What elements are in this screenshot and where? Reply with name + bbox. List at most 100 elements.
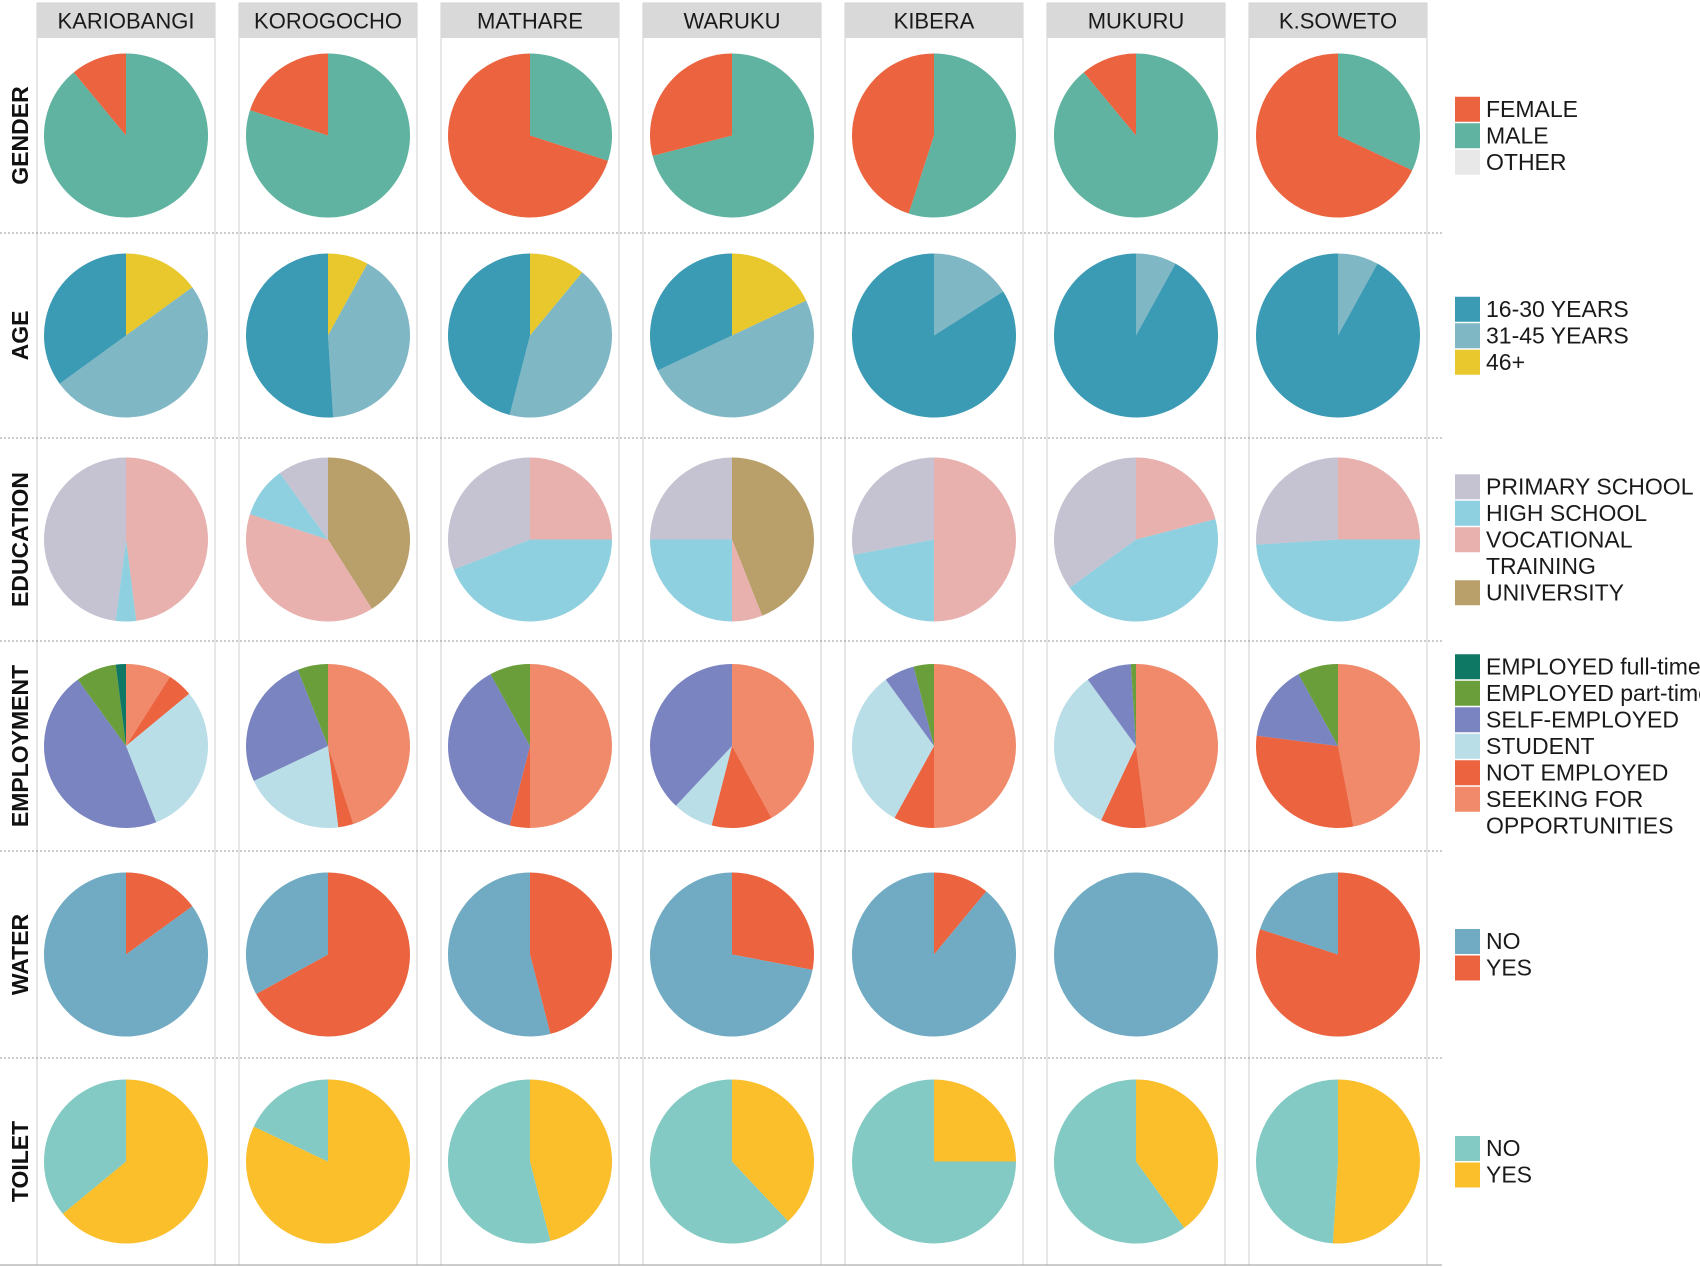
- pie-age-waruku: [650, 253, 814, 418]
- pie-slice-employment-kibera-student: [851, 679, 934, 818]
- pie-age-k-soweto: [1255, 253, 1420, 418]
- pie-gender-kariobangi: [43, 53, 208, 218]
- pie-slice-education-k-soweto-primary-school: [1256, 457, 1338, 545]
- pie-slice-age-k-soweto-16-30-years: [1255, 253, 1420, 418]
- pie-toilet-kariobangi: [43, 1079, 208, 1244]
- pie-toilet-korogocho: [245, 1079, 410, 1244]
- pie-slice-education-waruku-high-school: [650, 539, 732, 622]
- column-header-mukuru: MUKURU: [1088, 9, 1185, 34]
- legend-swatch-employment-not-employed: [1455, 760, 1480, 786]
- pie-slice-employment-kibera-seeking-for-opportunities: [934, 664, 1016, 828]
- legend-swatch-toilet-yes: [1455, 1162, 1480, 1188]
- legend-swatch-toilet-no: [1455, 1136, 1480, 1161]
- pie-slice-gender-kariobangi-male: [43, 53, 208, 218]
- pie-slice-education-mukuru-high-school: [1069, 519, 1218, 622]
- legend-label-employment-seeking-for-opportunities: OPPORTUNITIES: [1486, 812, 1673, 838]
- pie-slice-age-korogocho-16-30-years: [245, 253, 334, 418]
- pie-slice-employment-mathare-self-employed: [447, 674, 530, 826]
- legend-label-gender-female: FEMALE: [1486, 96, 1578, 122]
- pie-employment-waruku: [650, 664, 814, 828]
- pie-slice-employment-korogocho-self-employed: [246, 669, 328, 781]
- pie-slice-gender-kariobangi-female: [73, 53, 126, 136]
- pie-slice-age-mukuru-31-45-years: [1136, 253, 1176, 336]
- pie-slice-employment-kariobangi-not-employed: [126, 676, 190, 746]
- legend-label-gender-male: MALE: [1486, 122, 1549, 148]
- pie-slice-toilet-kariobangi-no: [43, 1079, 127, 1214]
- legend-label-water-no: NO: [1486, 928, 1521, 954]
- pie-age-korogocho: [245, 253, 410, 418]
- pie-slice-employment-korogocho-seeking-for-opportunities: [328, 664, 410, 824]
- pie-slice-employment-mathare-not-employed: [509, 746, 530, 828]
- pie-education-k-soweto: [1256, 457, 1420, 622]
- pie-slice-employment-kibera-not-employed: [894, 746, 934, 828]
- legend-swatch-education-high-school: [1455, 500, 1480, 526]
- pie-gender-waruku: [649, 53, 814, 218]
- pie-slice-toilet-waruku-yes: [732, 1079, 814, 1222]
- pie-slice-education-mathare-primary-school: [448, 457, 530, 570]
- pie-slice-gender-mathare-female: [447, 53, 608, 218]
- pie-water-kariobangi: [43, 872, 208, 1037]
- pie-water-mathare: [447, 872, 612, 1037]
- pie-slice-age-waruku-31-45-years: [657, 300, 814, 418]
- legend-swatch-employment-employed-part-time: [1455, 680, 1480, 706]
- pie-slice-gender-mukuru-male: [1053, 53, 1218, 218]
- pie-slice-water-kariobangi-yes: [126, 872, 193, 955]
- pie-water-kibera: [851, 872, 1016, 1037]
- pie-slice-gender-korogocho-female: [250, 53, 328, 136]
- pie-employment-mathare: [447, 664, 612, 828]
- pie-slice-education-mukuru-vocational-training: [1136, 457, 1216, 540]
- legend-label-education-university: UNIVERSITY: [1486, 579, 1624, 605]
- column-header-kibera: KIBERA: [894, 9, 975, 34]
- legend-label-age-16-30-years: 16-30 YEARS: [1486, 296, 1629, 322]
- pie-slice-education-kibera-high-school: [853, 539, 934, 622]
- pie-slice-employment-mathare-seeking-for-opportunities: [530, 664, 612, 828]
- pie-employment-k-soweto: [1256, 664, 1420, 828]
- pie-employment-korogocho: [246, 664, 410, 828]
- pie-employment-mukuru: [1054, 664, 1218, 828]
- legend-swatch-water-no: [1455, 929, 1480, 954]
- pie-education-waruku: [650, 457, 814, 622]
- pie-slice-education-korogocho-high-school: [250, 473, 328, 540]
- legend-swatch-employment-employed-full-time: [1455, 654, 1480, 680]
- pie-slice-gender-kibera-male: [908, 53, 1017, 218]
- legend-label-employment-not-employed: NOT EMPLOYED: [1486, 759, 1668, 785]
- legend-swatch-gender-other: [1455, 149, 1480, 175]
- pie-slice-education-waruku-vocational-training: [732, 539, 763, 622]
- pie-gender-mathare: [447, 53, 612, 218]
- pie-water-k-soweto: [1255, 872, 1420, 1037]
- pie-slice-education-k-soweto-vocational-training: [1338, 457, 1420, 540]
- pie-slice-age-mathare-16-30-years: [447, 253, 530, 415]
- pie-slice-employment-kariobangi-seeking-for-opportunities: [126, 664, 170, 746]
- pie-slice-age-mathare-31-45-years: [509, 272, 612, 418]
- column-header-bg-waruku: [643, 3, 821, 38]
- pie-slice-age-k-soweto-31-45-years: [1338, 253, 1378, 336]
- column-header-bg-korogocho: [239, 3, 417, 38]
- pie-age-kibera: [851, 253, 1016, 418]
- legend-swatch-age-31-45-years: [1455, 323, 1480, 349]
- pie-education-kariobangi: [44, 457, 208, 622]
- pie-slice-employment-korogocho-student: [253, 746, 339, 828]
- pie-employment-kibera: [851, 664, 1016, 828]
- pie-slice-water-kariobangi-no: [43, 872, 208, 1037]
- legend-swatch-education-vocational-training: [1455, 527, 1480, 553]
- pie-slice-employment-kariobangi-employed-part-time: [77, 664, 126, 746]
- pie-slice-employment-kariobangi-student: [126, 693, 208, 823]
- pie-toilet-mathare: [447, 1079, 612, 1244]
- pie-slice-employment-waruku-not-employed: [711, 746, 772, 828]
- pie-slice-water-mukuru-no: [1054, 872, 1218, 1037]
- pie-slice-toilet-k-soweto-no: [1256, 1079, 1338, 1244]
- pie-slice-water-kibera-no: [851, 872, 1016, 1037]
- pie-slice-age-mathare-46: [530, 253, 583, 336]
- pie-slice-education-kariobangi-primary-school: [44, 457, 126, 621]
- legend-label-employment-employed-full-time: EMPLOYED full-time: [1486, 653, 1700, 679]
- pie-slice-age-korogocho-46: [328, 253, 368, 336]
- pie-slice-age-kariobangi-46: [126, 253, 193, 336]
- pie-slice-education-korogocho-university: [328, 457, 410, 609]
- pie-slice-toilet-korogocho-no: [253, 1079, 328, 1162]
- pie-slice-employment-k-soweto-employed-part-time: [1298, 664, 1338, 746]
- legend-swatch-employment-student: [1455, 733, 1480, 759]
- pie-age-mukuru: [1053, 253, 1218, 418]
- legend-label-employment-student: STUDENT: [1486, 733, 1595, 759]
- pie-slice-gender-mukuru-female: [1083, 53, 1136, 136]
- pie-slice-education-mathare-high-school: [453, 539, 612, 622]
